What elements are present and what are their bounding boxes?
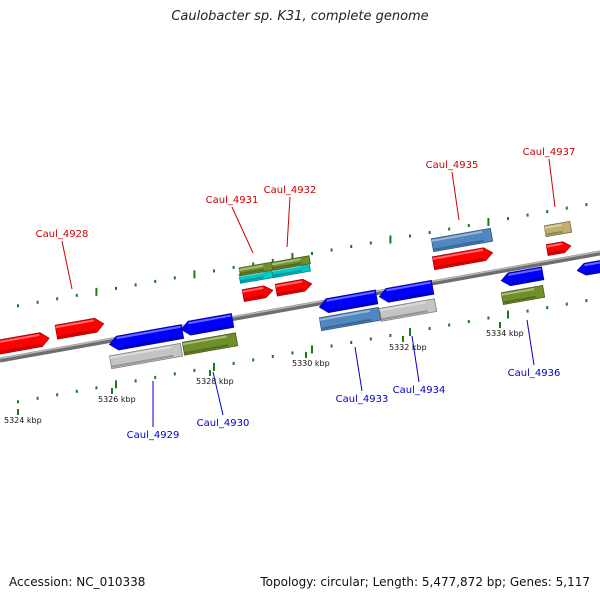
feature-gray[interactable] <box>378 298 438 322</box>
gene-leader-line <box>548 158 556 208</box>
cds-reverse[interactable] <box>108 324 185 352</box>
cds-reverse[interactable] <box>500 266 545 287</box>
cds-reverse[interactable] <box>318 289 379 314</box>
gene-leader-line <box>354 346 363 392</box>
gene-leader-line <box>526 319 535 366</box>
accession-text: Accession: NC_010338 <box>9 575 146 589</box>
feature-steelblue[interactable] <box>430 227 494 253</box>
feature-olive[interactable] <box>181 332 239 356</box>
feature-gray[interactable] <box>108 342 184 370</box>
feature-olive[interactable] <box>238 261 274 277</box>
gene-leader-line <box>286 196 291 248</box>
gene-label[interactable]: Caul_4935 <box>426 160 479 171</box>
cds-forward[interactable] <box>545 240 572 256</box>
gene-leader-line <box>231 206 254 254</box>
gene-features <box>0 220 600 370</box>
cds-forward[interactable] <box>241 284 274 303</box>
backbone-shadow <box>0 250 600 363</box>
gene-label[interactable]: Caul_4936 <box>508 368 561 379</box>
feature-steelblue[interactable] <box>318 306 382 332</box>
backbone-highlight <box>0 250 600 360</box>
genome-backbone <box>0 250 600 363</box>
gene-label[interactable]: Caul_4929 <box>127 430 180 441</box>
cds-reverse[interactable] <box>180 313 235 337</box>
scale-label: 5334 kbp <box>486 329 524 338</box>
gene-leader-line <box>61 240 73 290</box>
feature-olive[interactable] <box>500 284 546 306</box>
gene-leader-line <box>451 171 460 221</box>
gene-label[interactable]: Caul_4937 <box>523 147 576 158</box>
gene-label[interactable]: Caul_4934 <box>393 385 446 396</box>
cds-forward[interactable] <box>274 278 313 297</box>
scale-label: 5324 kbp <box>4 416 42 425</box>
gene-labels: Caul_4928 Caul_4929 Caul_4930 Caul_4931 Caul… <box>36 147 576 441</box>
cds-reverse[interactable] <box>378 279 435 303</box>
cds-reverse[interactable] <box>576 258 600 276</box>
gene-label[interactable]: Caul_4928 <box>36 229 89 240</box>
scale-label: 5326 kbp <box>98 395 136 404</box>
genome-title: Caulobacter sp. K31, complete genome <box>171 9 429 24</box>
feature-khaki[interactable] <box>543 220 573 238</box>
feature-olive[interactable] <box>271 255 311 271</box>
cds-forward[interactable] <box>54 317 105 340</box>
cds-forward[interactable] <box>0 331 50 356</box>
scale-label: 5330 kbp <box>292 359 330 368</box>
gene-leader-line <box>411 335 420 383</box>
gene-label[interactable]: Caul_4930 <box>197 418 250 429</box>
gene-label[interactable]: Caul_4931 <box>206 195 259 206</box>
genome-summary-text: Topology: circular; Length: 5,477,872 bp… <box>260 575 590 589</box>
cds-forward[interactable] <box>431 246 494 271</box>
scale-label: 5332 kbp <box>389 343 427 352</box>
gene-leader-line <box>212 371 224 416</box>
gene-label[interactable]: Caul_4932 <box>264 185 317 196</box>
gene-label[interactable]: Caul_4933 <box>336 394 389 405</box>
